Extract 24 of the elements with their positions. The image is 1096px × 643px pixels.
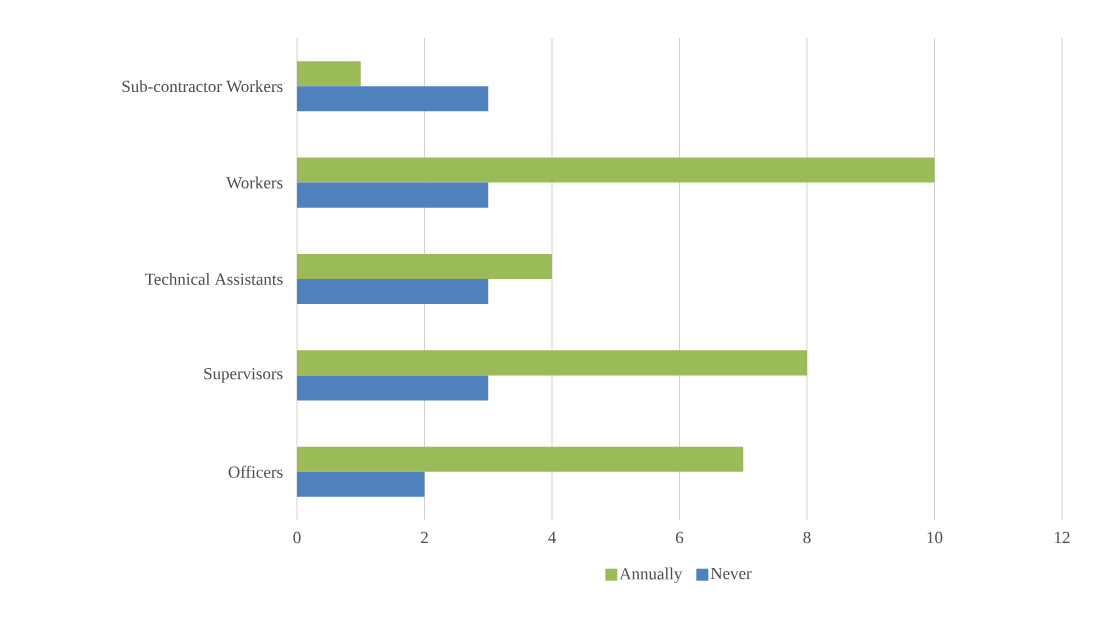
legend-label: Never — [710, 567, 752, 580]
legend-label: Annually — [619, 567, 683, 583]
x-tick-label: 2 — [421, 531, 428, 544]
x-tick-label: 4 — [548, 531, 556, 543]
x-tick-label: 0 — [293, 531, 301, 544]
y-tick-label: Officers — [228, 465, 283, 478]
bar — [297, 375, 489, 401]
y-tick-label: Workers — [226, 176, 283, 189]
bar — [297, 446, 744, 472]
bar — [297, 61, 361, 87]
bar — [297, 279, 489, 305]
y-tick-label: Sub-contractor Workers — [122, 80, 283, 93]
bar — [297, 350, 808, 376]
x-tick-label: 10 — [927, 531, 943, 544]
x-tick-label: 8 — [803, 531, 811, 544]
x-tick-label: 12 — [1055, 531, 1070, 544]
bar — [297, 157, 935, 183]
bar — [297, 86, 489, 112]
y-tick-label: Supervisors — [204, 367, 283, 383]
bar — [297, 182, 489, 208]
y-tick-label: Technical Assistants — [144, 273, 283, 285]
x-tick-label: 6 — [676, 531, 684, 544]
bar — [297, 253, 552, 279]
bar — [297, 471, 425, 497]
